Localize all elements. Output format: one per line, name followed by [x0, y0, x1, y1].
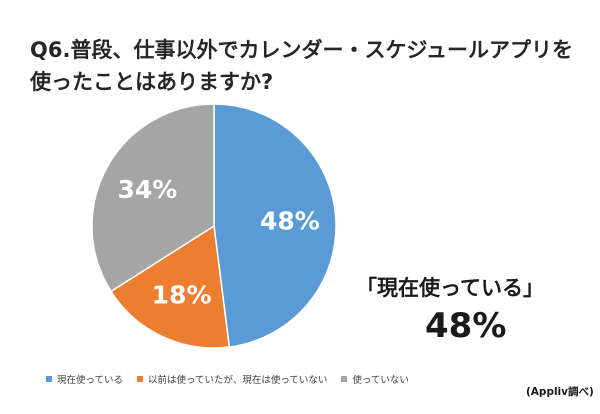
- slice-former: [109, 224, 231, 349]
- legend-label-former: 以前は使っていたが、現在は使っていない: [148, 375, 328, 386]
- legend: 現在使っている 以前は使っていたが、現在は使っていない 使っていない: [46, 372, 423, 386]
- pie-labels: 48% 18% 34%: [117, 175, 319, 309]
- legend-label-current: 現在使っている: [57, 375, 124, 386]
- legend-label-never: 使っていない: [352, 375, 409, 386]
- legend-item-former: 以前は使っていたが、現在は使っていない: [137, 372, 327, 386]
- source-note: (Appliv調べ): [526, 386, 594, 398]
- slice-never: [91, 103, 215, 293]
- pie-slices: [91, 103, 337, 349]
- title-line-1: Q6.普段、仕事以外でカレンダー・スケジュールアプリを: [30, 38, 573, 62]
- legend-item-current: 現在使っている: [46, 372, 123, 386]
- chart-title: Q6.普段、仕事以外でカレンダー・スケジュールアプリを 使ったことはありますか?: [30, 34, 590, 98]
- legend-swatch-former: [137, 376, 144, 382]
- slice-current: [213, 103, 337, 348]
- data-label-former: 18%: [152, 280, 212, 309]
- data-label-current: 48%: [260, 207, 320, 236]
- legend-item-never: 使っていない: [341, 372, 409, 386]
- legend-swatch-current: [46, 376, 52, 382]
- callout-value: 48%: [425, 306, 507, 346]
- callout-label: 「現在使っている」: [356, 276, 544, 300]
- legend-swatch-never: [341, 376, 348, 382]
- title-line-2: 使ったことはありますか?: [30, 70, 274, 94]
- data-label-never: 34%: [117, 175, 177, 204]
